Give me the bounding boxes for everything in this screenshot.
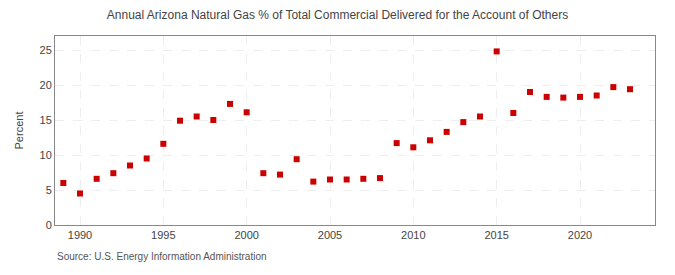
- svg-text:Annual Arizona Natural Gas % o: Annual Arizona Natural Gas % of Total Co…: [107, 8, 568, 22]
- svg-text:2010: 2010: [401, 229, 425, 241]
- svg-text:Source: U.S. Energy Informatio: Source: U.S. Energy Information Administ…: [57, 251, 267, 262]
- svg-text:1990: 1990: [68, 229, 92, 241]
- svg-text:5: 5: [46, 184, 52, 196]
- svg-text:2000: 2000: [234, 229, 258, 241]
- svg-text:2020: 2020: [568, 229, 592, 241]
- svg-text:2005: 2005: [318, 229, 342, 241]
- svg-text:10: 10: [40, 149, 52, 161]
- svg-text:15: 15: [40, 114, 52, 126]
- svg-text:1995: 1995: [151, 229, 175, 241]
- svg-text:20: 20: [40, 79, 52, 91]
- svg-text:25: 25: [40, 44, 52, 56]
- svg-text:Percent: Percent: [13, 112, 25, 150]
- svg-text:0: 0: [46, 219, 52, 231]
- svg-text:2015: 2015: [484, 229, 508, 241]
